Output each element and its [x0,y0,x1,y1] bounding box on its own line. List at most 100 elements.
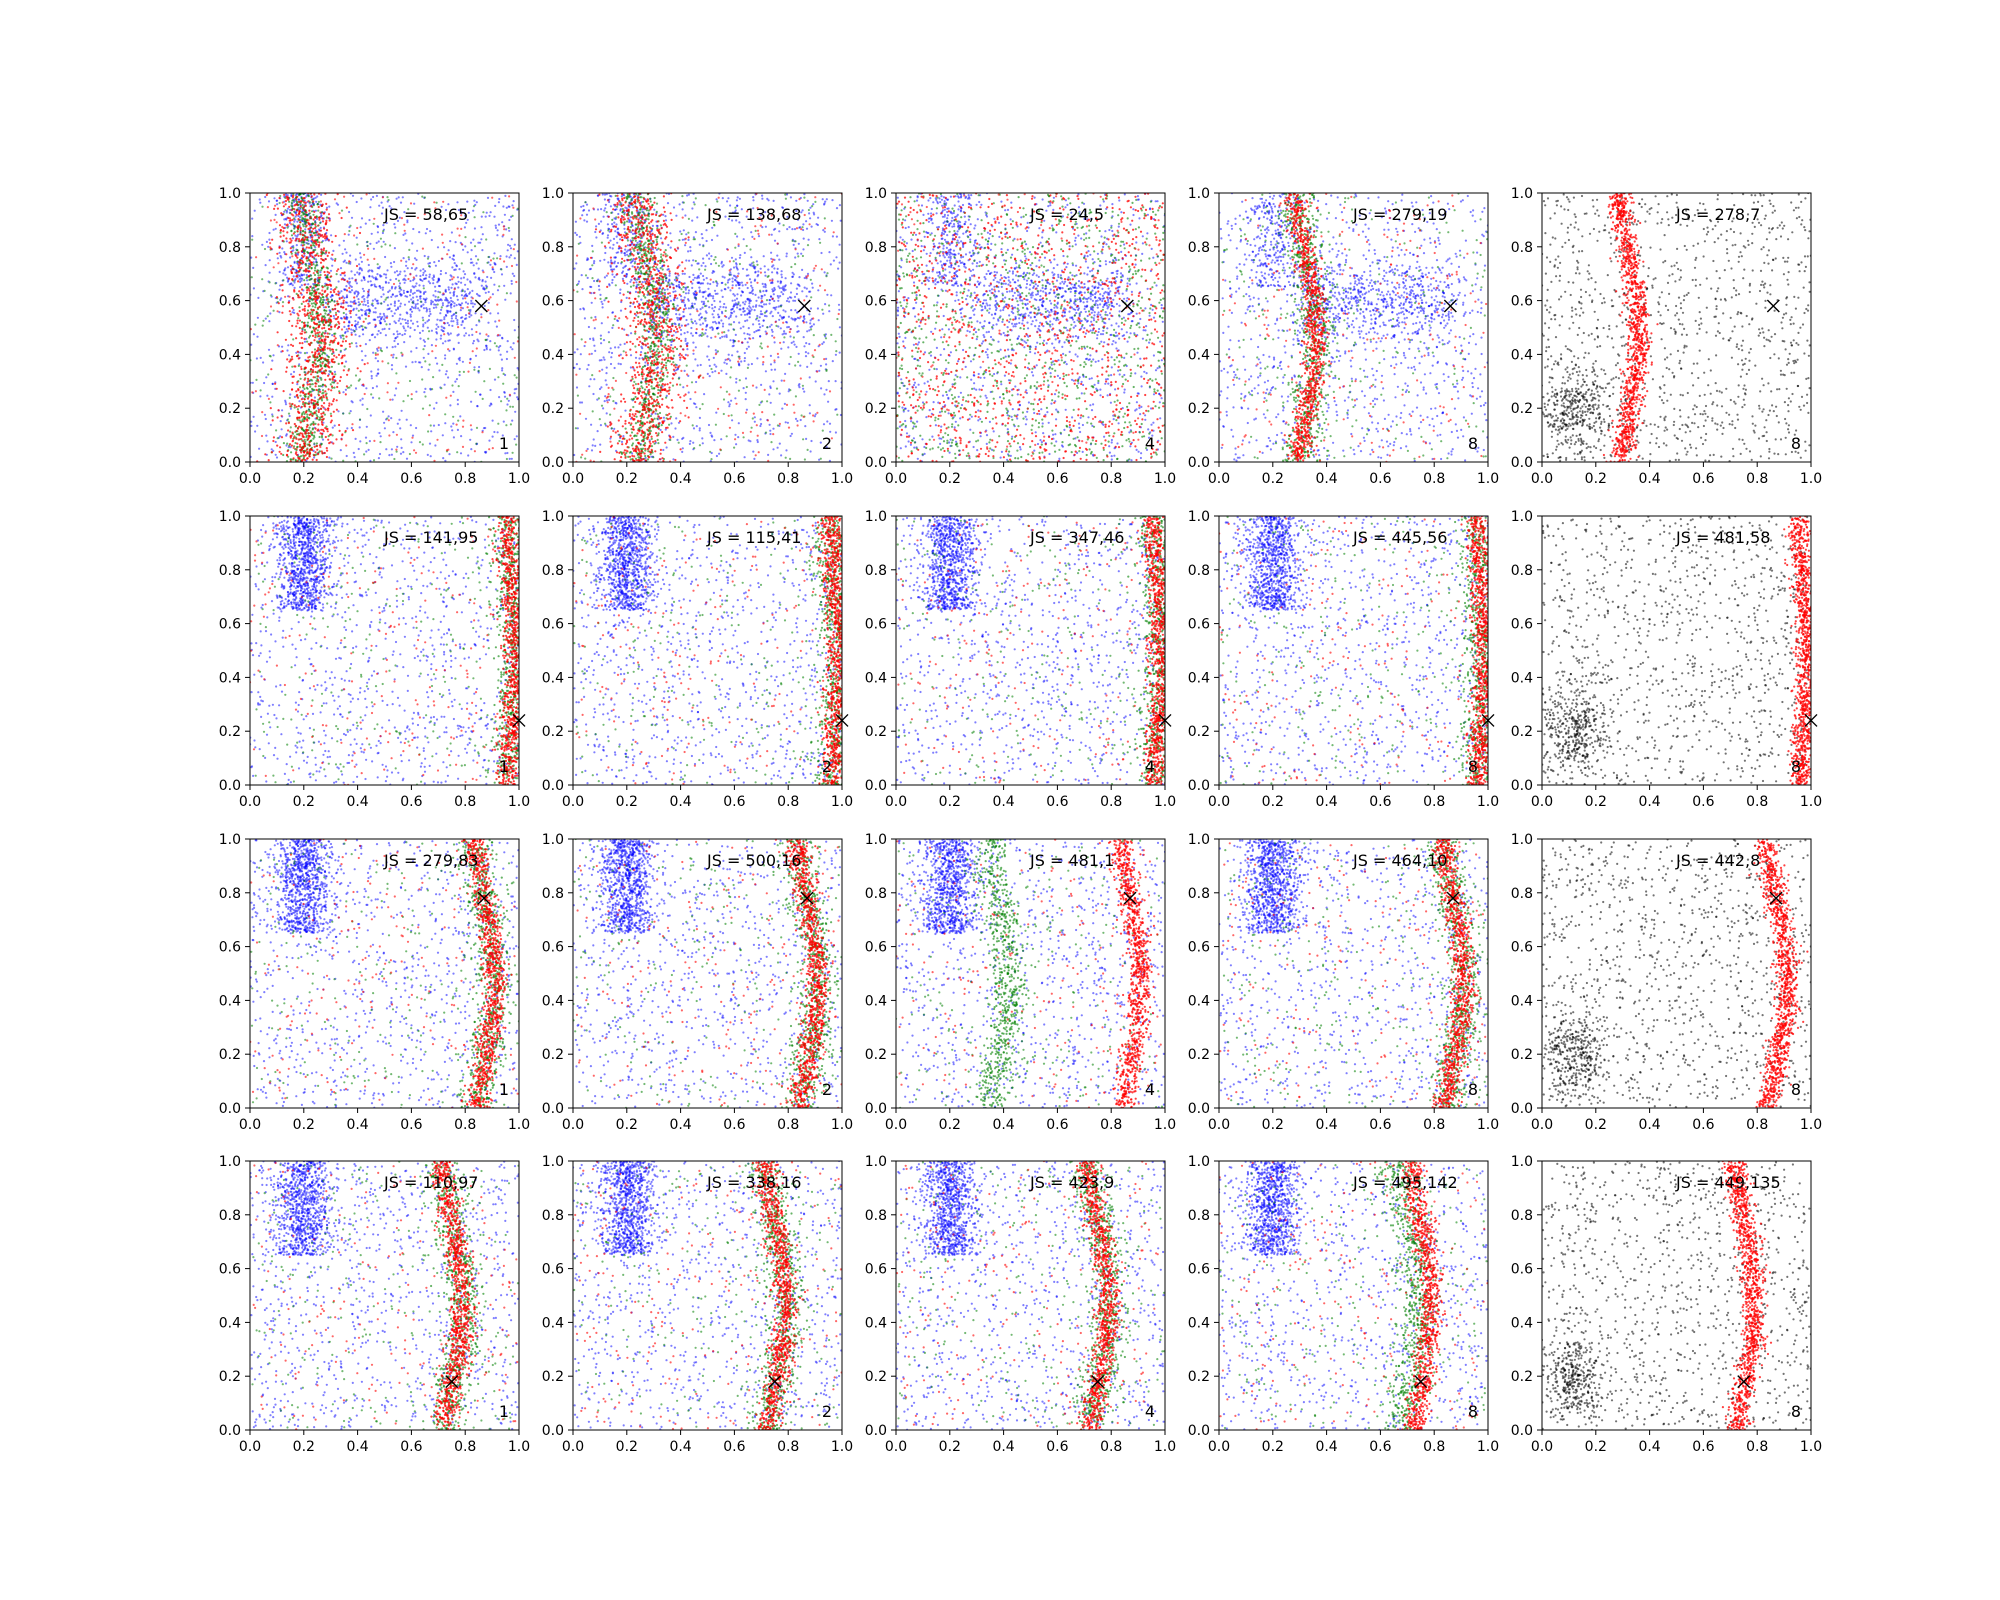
point-bg [390,266,392,268]
point-bg [611,352,613,354]
point-red [435,345,437,347]
point-bg [675,215,677,217]
point-red [453,276,455,278]
point-red [509,394,511,396]
point-green [305,277,307,279]
point-red [319,391,321,393]
point-bg [438,278,440,280]
point-bg [448,249,450,251]
point-red [327,347,329,349]
point-red [332,400,334,402]
point-red [272,440,274,442]
point-bg [501,367,503,369]
point-bg [678,313,680,315]
point-bg [423,298,425,300]
point-red [319,211,321,213]
point-bg [293,281,295,283]
point-bg [453,436,455,438]
point-red [474,450,476,452]
point-bg [782,293,784,295]
point-green [301,303,303,305]
point-red [317,314,319,316]
point-bg [455,317,457,319]
point-bg [732,300,734,302]
point-red [322,236,324,238]
point-bg [615,223,617,225]
point-bg [400,295,402,297]
point-red [305,211,307,213]
point-bg [285,193,287,195]
point-bg [732,277,734,279]
point-red [272,419,274,421]
point-red [319,349,321,351]
point-green [393,458,395,460]
point-red [397,382,399,384]
point-bg [692,335,694,337]
point-bg [461,294,463,296]
point-bg [652,225,654,227]
point-bg [346,318,348,320]
point-bg [422,330,424,332]
point-green [474,216,476,218]
point-bg [696,263,698,265]
point-bg [348,211,350,213]
point-green [514,374,516,376]
point-red [323,212,325,214]
point-bg [402,196,404,198]
point-red [324,338,326,340]
point-bg [476,405,478,407]
point-bg [466,278,468,280]
point-bg [450,274,452,276]
point-bg [448,301,450,303]
point-bg [823,423,825,425]
point-red [345,444,347,446]
point-red [285,339,287,341]
point-bg [750,281,752,283]
point-red [333,289,335,291]
point-red [301,398,303,400]
point-bg [514,411,516,413]
point-red [308,432,310,434]
point-green [371,303,373,305]
point-bg [756,357,758,359]
point-red [301,415,303,417]
point-bg [583,219,585,221]
point-red [341,297,343,299]
point-bg [350,305,352,307]
point-green [283,442,285,444]
point-bg [498,349,500,351]
point-bg [576,234,578,236]
point-bg [770,252,772,254]
point-red [320,230,322,232]
point-bg [356,282,358,284]
point-bg [462,249,464,251]
point-bg [355,387,357,389]
point-red [332,379,334,381]
point-green [325,310,327,312]
point-bg [778,319,780,321]
point-bg [763,255,765,257]
point-red [324,358,326,360]
point-red [302,392,304,394]
point-bg [712,321,714,323]
point-green [299,395,301,397]
point-red [332,442,334,444]
point-bg [638,357,640,359]
point-red [359,232,361,234]
point-red [393,283,395,285]
point-green [308,427,310,429]
point-green [412,302,414,304]
point-bg [719,337,721,339]
point-bg [764,283,766,285]
point-bg [392,356,394,358]
point-red [277,208,279,210]
point-bg [599,444,601,446]
point-bg [415,391,417,393]
point-bg [773,287,775,289]
point-bg [800,419,802,421]
point-bg [764,271,766,273]
point-red [320,335,322,337]
point-bg [498,346,500,348]
point-red [313,193,315,195]
point-red [290,247,292,249]
